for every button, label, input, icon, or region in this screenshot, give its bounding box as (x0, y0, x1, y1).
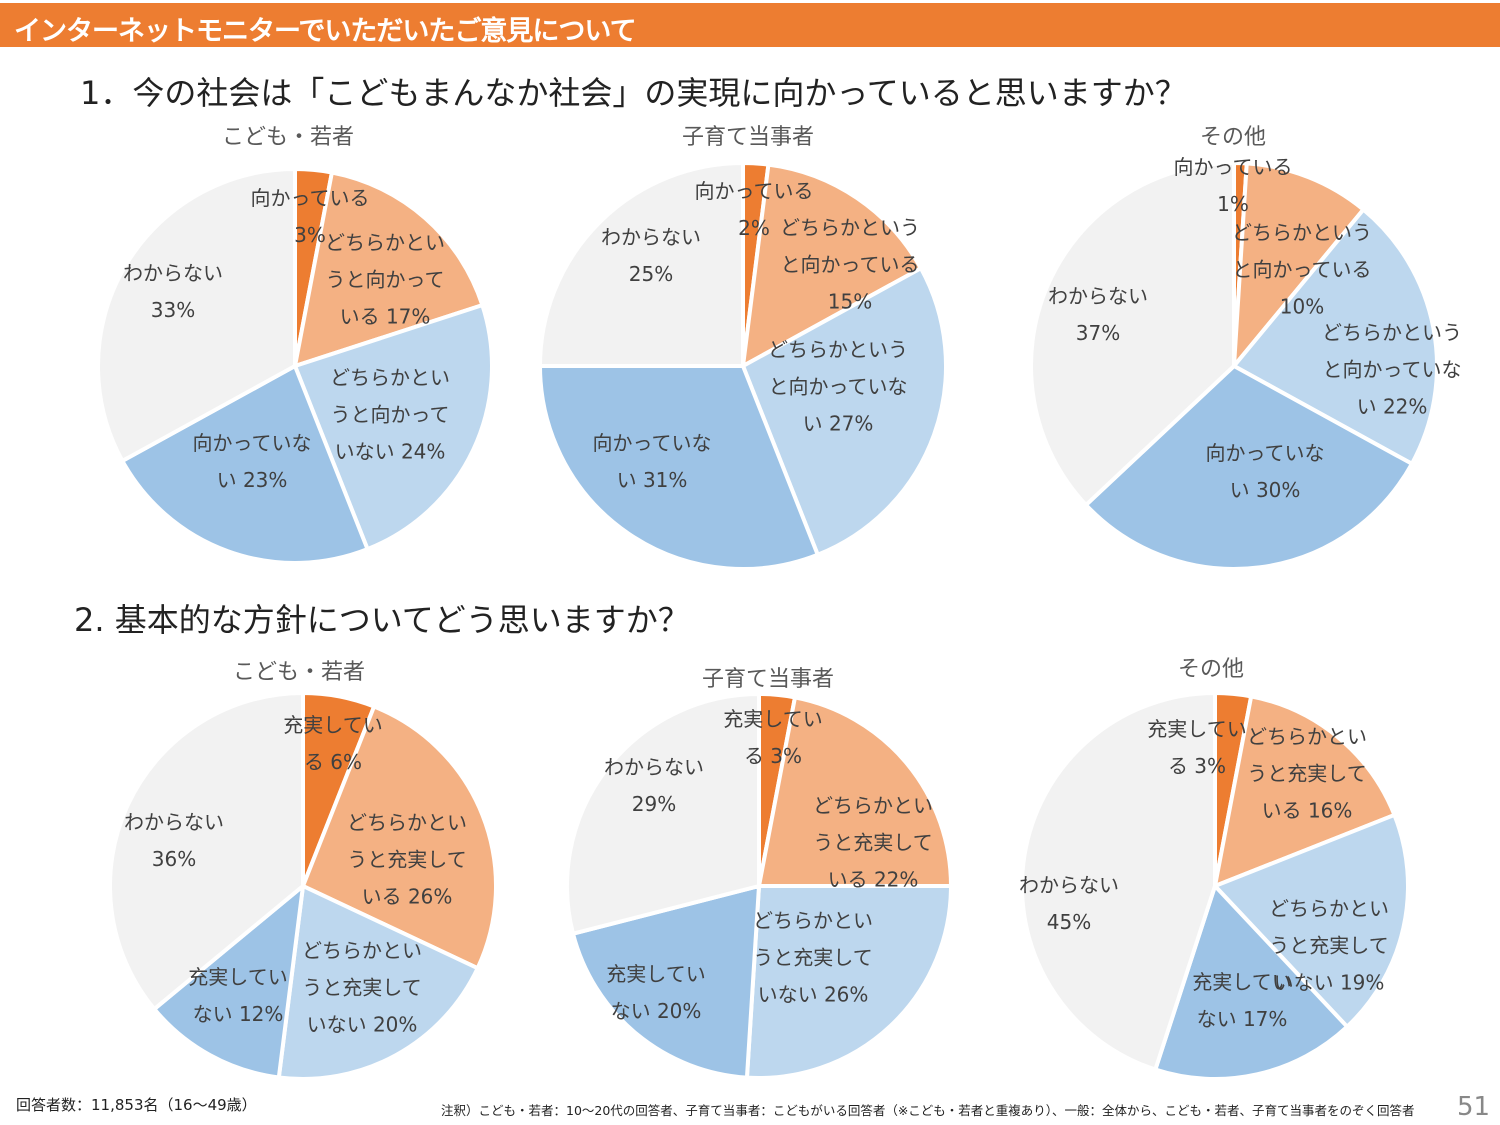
pie-slice (1153, 884, 1350, 1081)
chart-title: こども・若者 (232, 660, 366, 685)
data-label: わからない 25% (601, 225, 701, 286)
pie-slice (538, 364, 820, 571)
pie-slice (1232, 161, 1366, 368)
data-label: 充実している 3% (1147, 717, 1247, 778)
pie-slice (1029, 161, 1236, 507)
data-label: どちらかというと充実している 16% (1247, 724, 1367, 823)
pie-slice (120, 364, 370, 565)
chart-title: 子育て当事者 (701, 667, 835, 692)
data-label: 向かっている 3% (250, 186, 370, 247)
data-label: わからない 45% (1019, 873, 1119, 934)
pie-slice (276, 884, 480, 1081)
pie-slice (1084, 364, 1414, 571)
pie-slice (301, 704, 498, 971)
chart-title: その他 (1199, 125, 1267, 150)
data-label: どちらかというと充実している 22% (813, 793, 933, 892)
header-bar: インターネットモニターでいただいたご意見について (0, 3, 1500, 47)
pie-slice (1213, 694, 1397, 888)
pie-slice (96, 167, 297, 463)
data-label: 向かっている 1% (1173, 155, 1293, 216)
pie-slice (108, 691, 305, 1012)
pie-slice (538, 161, 745, 368)
data-label: どちらかというと充実していない 26% (753, 908, 873, 1007)
data-label: どちらかというと充実している 26% (347, 810, 467, 909)
respondent-count: 回答者数：11,853名（16～49歳） (16, 1096, 257, 1114)
data-label: 向かっていない 23% (192, 431, 312, 492)
pie-slice (293, 170, 485, 368)
chart-title: その他 (1177, 657, 1245, 682)
data-label: どちらかというと向かっていない 22% (1322, 320, 1462, 419)
data-label: 充実していない 12% (188, 965, 288, 1026)
pie-slice (1020, 691, 1217, 1072)
footnote: 注釈）こども・若者：10～20代の回答者、子育て当事者：こどもがいる回答者（※こ… (441, 1103, 1415, 1118)
question-2-title: 2. 基本的な方針についてどう思いますか？ (74, 601, 690, 639)
chart-title: 子育て当事者 (681, 125, 815, 150)
data-label: どちらかというと向かっている 15% (780, 215, 920, 314)
data-label: どちらかというと向かっている 10% (1232, 220, 1372, 319)
pie-slice (744, 884, 953, 1080)
data-label: わからない 33% (123, 261, 223, 322)
pie-slice (741, 266, 948, 557)
data-label: 充実していない 20% (606, 962, 706, 1023)
pie-slice (741, 162, 923, 368)
data-label: 向かっていない 30% (1205, 441, 1325, 502)
data-label: 充実している 3% (723, 707, 823, 768)
data-label: 充実していない 17% (1192, 970, 1292, 1031)
header-title: インターネットモニターでいただいたご意見について (14, 16, 637, 47)
page-number: 51 (1457, 1092, 1491, 1122)
data-label: どちらかというと充実していない 19% (1269, 896, 1389, 995)
pie-slice (571, 884, 761, 1080)
data-label: どちらかというと向かっていない 24% (330, 365, 450, 464)
data-label: どちらかというと充実していない 20% (302, 938, 422, 1037)
pie-slice (1213, 812, 1410, 1029)
question-1-title: 1．今の社会は「こどもまんなか社会」の実現に向かっていると思いますか？ (80, 74, 1187, 112)
data-label: 向かっていない 31% (592, 431, 712, 492)
pie-slice (565, 692, 761, 936)
data-label: わからない 37% (1048, 284, 1148, 345)
data-label: 向かっている 2% (694, 179, 814, 240)
data-label: どちらかというと向かっていない 27% (768, 337, 908, 436)
pie-slice (1232, 207, 1439, 466)
chart-title: こども・若者 (221, 125, 355, 150)
data-label: どちらかというと向かっている 17% (325, 230, 445, 329)
data-label: わからない 29% (604, 755, 704, 816)
data-label: わからない 36% (124, 810, 224, 871)
pie-slice (757, 695, 953, 888)
pie-slice (152, 884, 305, 1080)
data-label: 充実している 6% (283, 713, 383, 774)
